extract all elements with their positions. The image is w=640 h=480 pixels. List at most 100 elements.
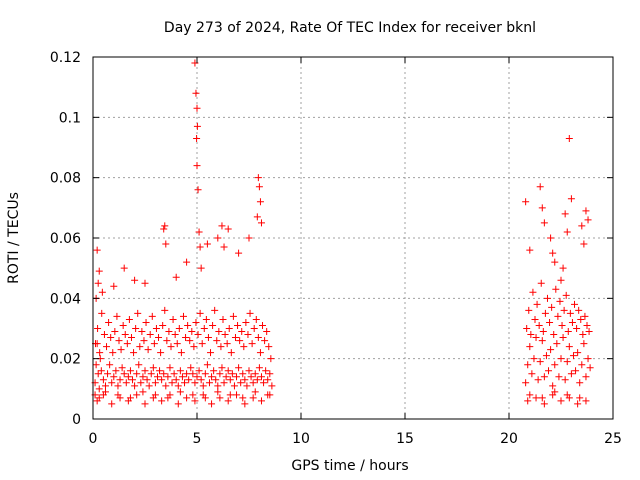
data-point [106,361,114,369]
chart-title: Day 273 of 2024, Rate Of TEC Index for r… [164,20,536,36]
data-point [253,376,261,384]
data-point [231,334,239,342]
data-point [183,258,191,266]
data-point [197,376,205,384]
data-point [247,373,255,381]
data-point [526,343,534,351]
data-point [540,219,548,227]
data-point [173,340,181,348]
data-point [561,376,569,384]
data-point [565,134,573,142]
data-point [120,264,128,272]
data-point [581,312,589,320]
data-point [188,328,196,336]
data-point [191,379,199,387]
data-point [582,207,590,215]
data-point [257,397,265,405]
data-point [244,331,252,339]
data-point [523,325,531,332]
data-point [531,315,539,323]
data-point [249,394,257,402]
data-point [529,288,537,296]
data-point [108,400,116,408]
data-point [225,325,233,332]
data-point [214,388,222,396]
data-point [563,228,571,236]
data-point [163,337,171,345]
x-tick-label: 0 [89,431,98,447]
data-point [559,264,567,272]
data-point [192,318,200,326]
data-point [558,321,566,329]
data-point [249,379,257,387]
data-point [194,331,202,339]
data-point [179,312,187,320]
data-point [238,328,246,336]
data-point [578,361,586,369]
data-point [99,391,107,399]
data-point [574,349,582,357]
data-point [584,216,592,224]
data-point [230,382,238,390]
data-point [549,391,557,399]
data-point [145,382,153,390]
data-point [160,370,168,378]
data-point [208,373,216,381]
data-point [526,391,534,399]
data-point [528,370,536,378]
data-point [262,367,270,375]
data-point [545,367,553,375]
data-point [209,321,217,329]
data-point [126,367,134,375]
data-point [195,228,203,236]
data-point [536,183,544,191]
data-point [203,240,211,248]
data-point [167,343,175,351]
data-point [103,343,111,351]
data-point [257,373,265,381]
data-point [174,382,182,390]
data-point [216,394,224,402]
data-point [560,306,568,314]
data-point [542,352,550,360]
y-tick-label: 0.12 [50,50,81,66]
data-point [241,400,249,408]
data-point [178,373,186,381]
data-point [223,340,231,348]
data-point [573,325,581,332]
data-point [580,340,588,348]
data-point [559,334,567,342]
data-point [248,340,256,348]
data-point [193,373,201,381]
data-point [144,346,152,354]
data-point [201,370,209,378]
data-point [94,370,102,378]
data-point [110,373,118,381]
data-point [239,394,247,402]
data-point [186,337,194,345]
data-point [141,400,149,408]
data-point [114,382,122,390]
data-point [241,376,249,384]
data-point [208,400,216,408]
data-point [123,340,131,348]
data-point [212,376,220,384]
data-point [251,370,259,378]
data-points [91,59,594,408]
data-point [576,379,584,387]
data-point [568,318,576,326]
data-point [572,367,580,375]
data-point [113,312,121,320]
data-point [139,373,147,381]
data-point [563,358,571,366]
data-point [189,391,197,399]
data-point [108,379,116,387]
y-tick-label: 0.02 [50,352,81,368]
data-point [96,349,104,357]
data-point [195,367,203,375]
data-point [110,282,118,290]
tick-labels: 0 5 10 15 20 25 0 0.02 0.04 0.06 0.08 0.1 0.12 [50,50,622,447]
data-point [243,382,251,390]
data-point [156,367,164,375]
data-point [569,352,577,360]
